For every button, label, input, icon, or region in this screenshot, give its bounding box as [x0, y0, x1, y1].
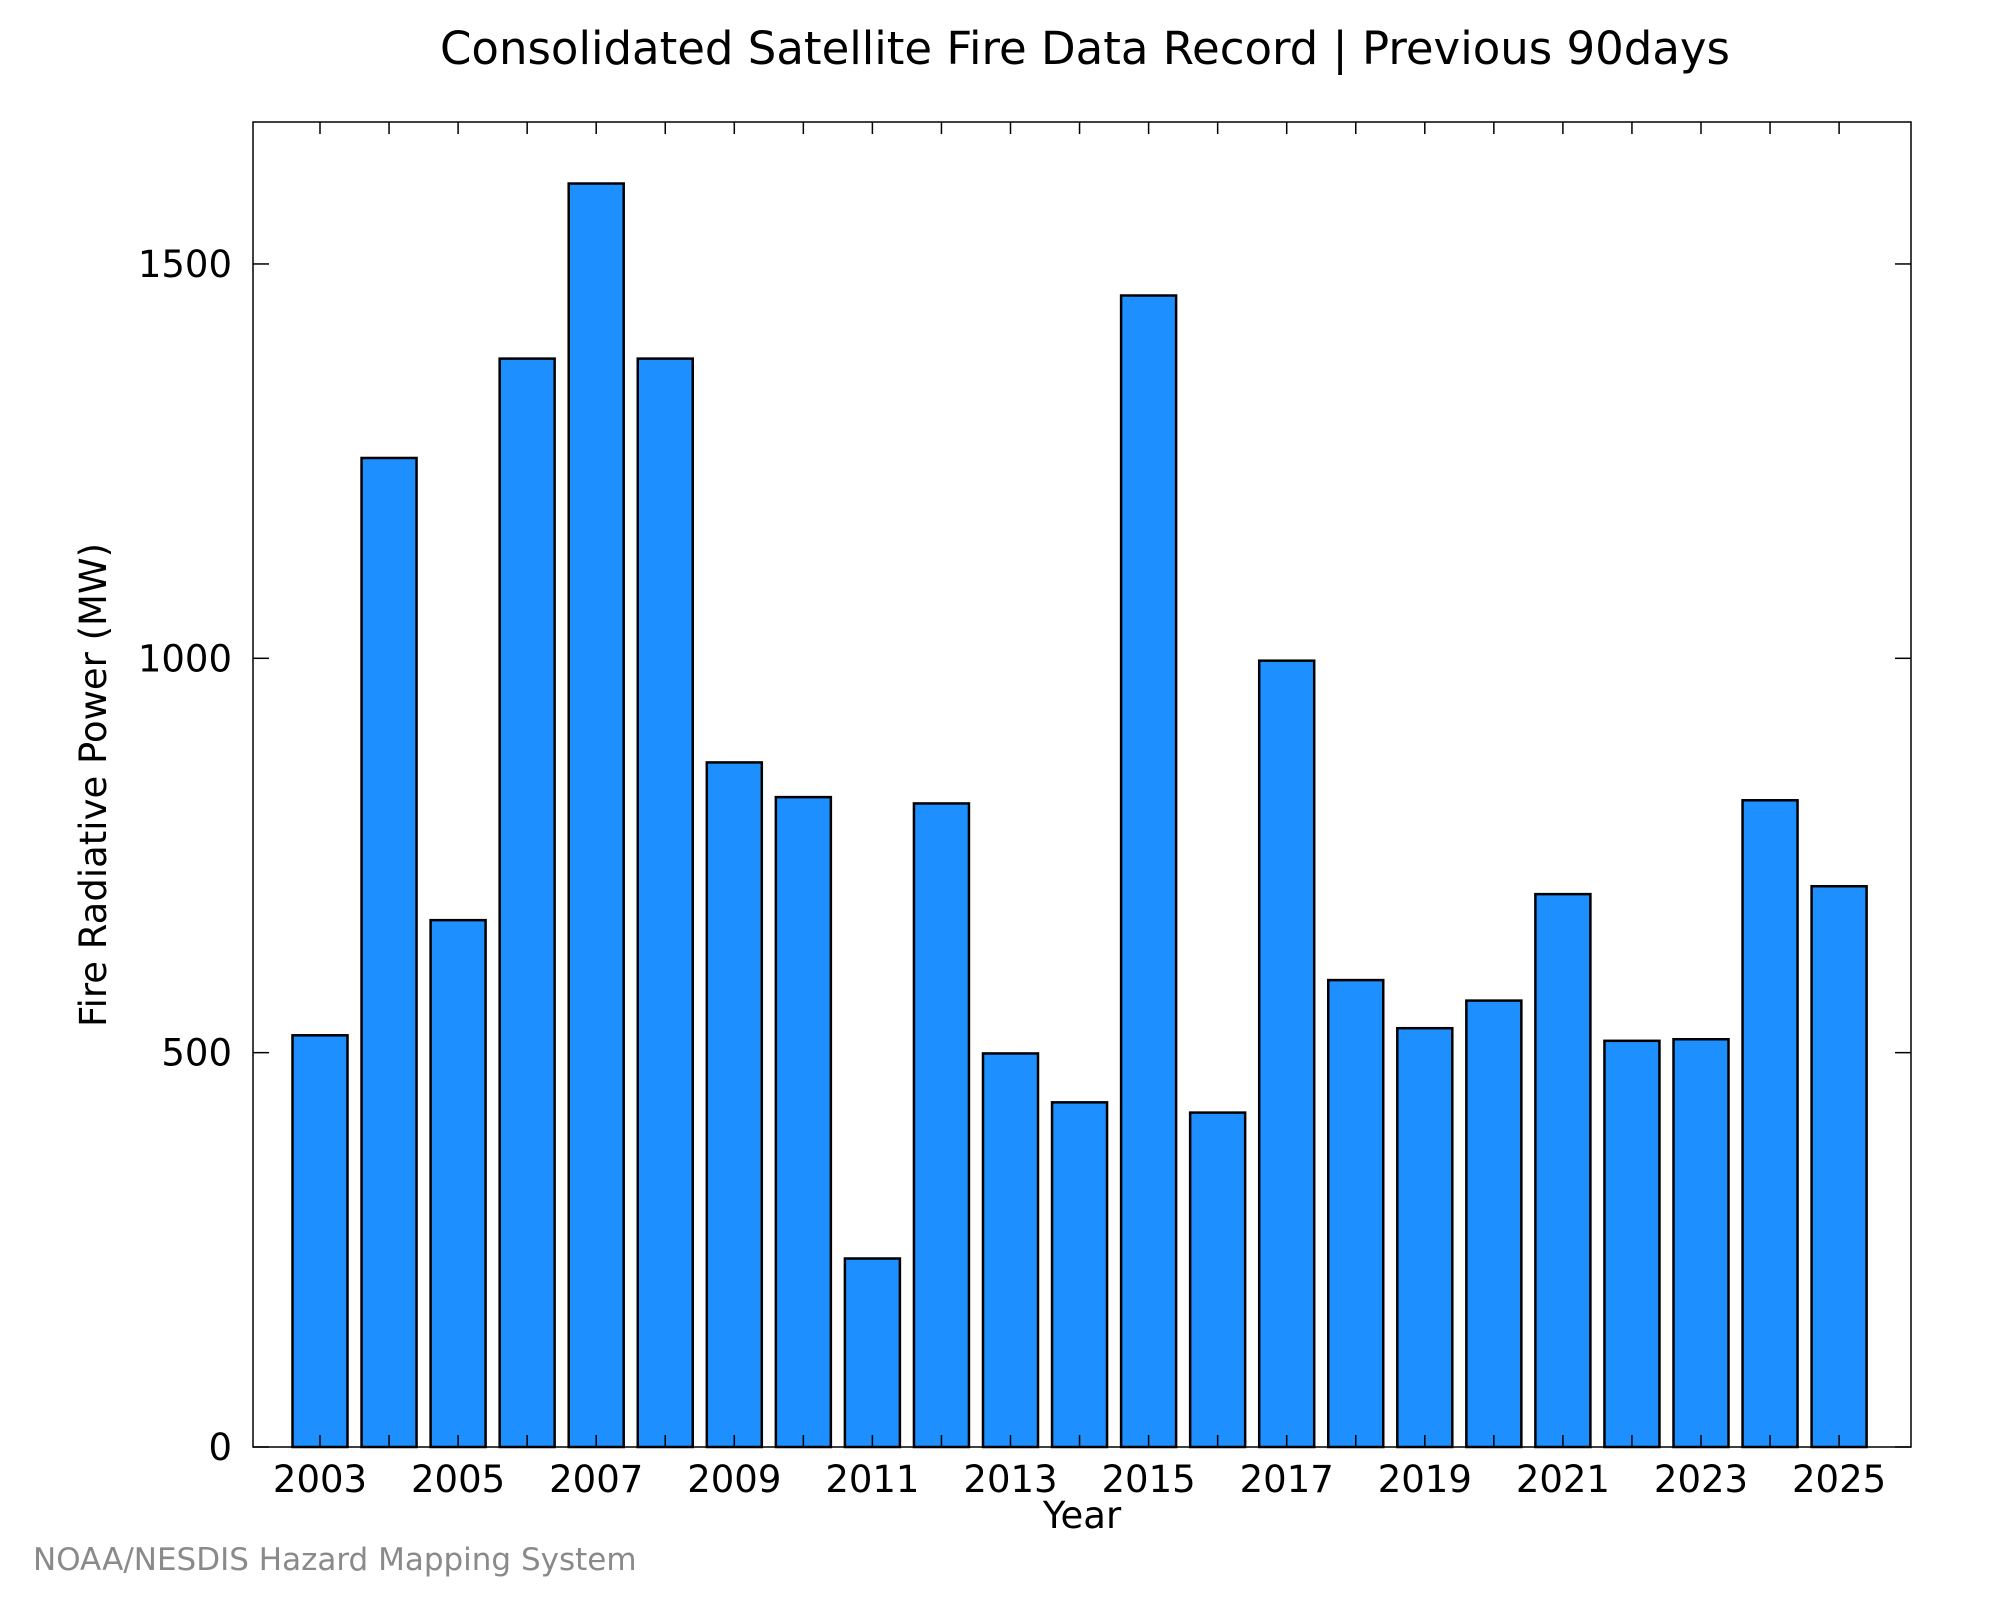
- bar-2008: [636, 357, 694, 1449]
- bar-2019: [1396, 1026, 1454, 1449]
- bar-2020: [1465, 999, 1523, 1449]
- x-tick-label-2003: 2003: [273, 1458, 367, 1501]
- bar-2024: [1741, 799, 1799, 1449]
- y-axis-label: Fire Radiative Power (MW): [72, 543, 115, 1027]
- source-credit: NOAA/NESDIS Hazard Mapping System: [33, 1542, 637, 1578]
- bar-2018: [1327, 978, 1385, 1449]
- x-tick-label-2015: 2015: [1102, 1458, 1196, 1501]
- chart-title: Consolidated Satellite Fire Data Record …: [440, 22, 1730, 75]
- x-tick-label-2019: 2019: [1378, 1458, 1472, 1501]
- plot-area-frame: [252, 121, 1912, 1448]
- x-tick-label-2023: 2023: [1654, 1458, 1748, 1501]
- x-axis-ticks: 2003 2005 2007 2009 2011 2013 2015 2017 2019 2021…: [273, 122, 1886, 1501]
- bars-layer: [291, 182, 1868, 1449]
- bar-2011: [843, 1257, 902, 1449]
- x-tick-label-2007: 2007: [549, 1458, 643, 1501]
- bar-2006: [498, 357, 556, 1449]
- y-tick-label-1500: 1500: [138, 243, 232, 286]
- bar-2005: [429, 918, 487, 1449]
- y-tick-label-0: 0: [208, 1426, 232, 1469]
- bar-2025: [1810, 884, 1868, 1449]
- bar-2021: [1534, 892, 1592, 1449]
- y-tick-label-1000: 1000: [138, 637, 232, 680]
- y-axis-ticks: 0 500 1000 1500: [138, 243, 1911, 1469]
- y-tick-label-500: 500: [161, 1032, 232, 1075]
- bar-2009: [705, 761, 764, 1449]
- bar-2012: [912, 802, 971, 1449]
- bar-2023: [1672, 1038, 1730, 1449]
- x-tick-label-2009: 2009: [687, 1458, 781, 1501]
- bar-2016: [1188, 1111, 1247, 1449]
- bar-2014: [1050, 1101, 1109, 1449]
- x-tick-label-2017: 2017: [1240, 1458, 1334, 1501]
- bar-2017: [1257, 659, 1316, 1449]
- bar-2010: [774, 795, 833, 1449]
- bar-2007: [567, 182, 625, 1449]
- x-tick-label-2021: 2021: [1516, 1458, 1610, 1501]
- x-tick-label-2005: 2005: [411, 1458, 505, 1501]
- bar-2013: [981, 1052, 1040, 1449]
- bar-2015: [1119, 294, 1178, 1449]
- x-tick-label-2011: 2011: [825, 1458, 919, 1501]
- x-tick-label-2013: 2013: [963, 1458, 1057, 1501]
- x-tick-label-2025: 2025: [1792, 1458, 1886, 1501]
- bar-2003: [291, 1034, 349, 1449]
- bar-2004: [360, 456, 418, 1449]
- bar-2022: [1603, 1039, 1661, 1449]
- x-axis-label: Year: [1042, 1494, 1122, 1537]
